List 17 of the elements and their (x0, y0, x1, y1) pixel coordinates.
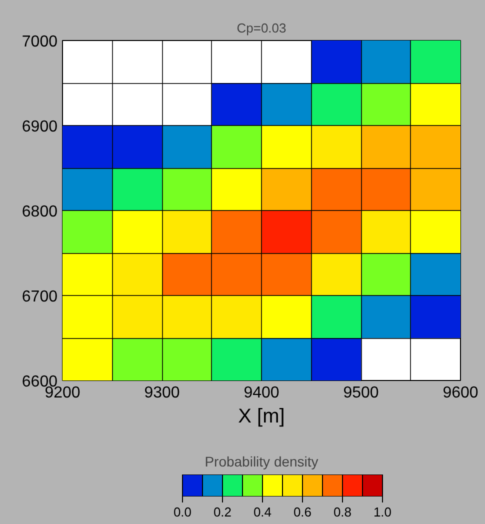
x-tick-label: 9500 (343, 384, 379, 402)
x-axis-title: X [m] (238, 406, 285, 428)
color-bar-label: 0.2 (213, 504, 232, 520)
y-tick-label: 7000 (22, 34, 58, 50)
color-bar-label: 0.0 (173, 504, 192, 520)
color-bar-label: 0.8 (333, 504, 352, 520)
y-tick-label: 6700 (22, 288, 58, 306)
chart-title: Cp=0.03 (236, 20, 286, 36)
y-tick-label: 6800 (22, 204, 58, 220)
color-bar-label: 0.4 (253, 504, 272, 520)
color-bar-title: Probability density (204, 454, 318, 470)
color-bar-label: 1.0 (373, 504, 392, 520)
y-tick-label: 6900 (22, 118, 58, 136)
color-bar-label: 0.6 (293, 504, 312, 520)
x-tick-label: 9300 (144, 384, 180, 402)
x-tick-label: 9400 (244, 384, 280, 402)
x-tick-label: 9600 (442, 384, 478, 402)
